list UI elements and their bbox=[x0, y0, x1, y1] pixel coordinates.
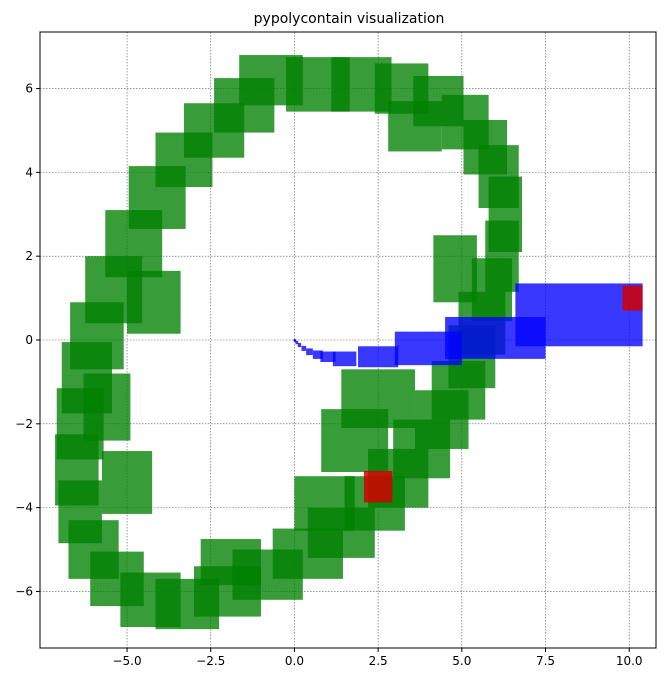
y-tick-label: 0 bbox=[25, 333, 33, 347]
y-tick-label: −6 bbox=[15, 584, 33, 598]
green-box bbox=[321, 409, 389, 472]
x-axis: −5.0 −2.5 0.0 2.5 5.0 7.5 10.0 bbox=[112, 648, 643, 668]
blue-box bbox=[295, 340, 299, 345]
red-box bbox=[363, 470, 393, 503]
y-tick-label: −4 bbox=[15, 501, 33, 515]
red-box-series bbox=[363, 285, 643, 503]
blue-box bbox=[312, 350, 323, 359]
green-box bbox=[214, 78, 275, 133]
green-box bbox=[83, 373, 131, 441]
y-tick-label: 6 bbox=[25, 82, 33, 96]
blue-box bbox=[293, 338, 296, 342]
blue-box bbox=[358, 346, 399, 368]
green-box bbox=[127, 270, 181, 334]
green-box bbox=[294, 476, 355, 531]
green-box-series bbox=[55, 55, 523, 630]
x-tick-label: −5.0 bbox=[112, 654, 141, 668]
y-tick-label: 4 bbox=[25, 165, 33, 179]
blue-box bbox=[320, 351, 336, 362]
blue-box bbox=[297, 342, 302, 348]
green-box bbox=[433, 235, 477, 303]
blue-box-series bbox=[293, 283, 643, 368]
x-tick-label: 7.5 bbox=[536, 654, 555, 668]
blue-box bbox=[394, 331, 462, 366]
y-axis: −6 −4 −2 0 2 4 6 bbox=[15, 82, 40, 598]
x-tick-label: −2.5 bbox=[196, 654, 225, 668]
x-tick-label: 0.0 bbox=[285, 654, 304, 668]
x-tick-label: 10.0 bbox=[616, 654, 643, 668]
blue-box bbox=[306, 348, 313, 356]
blue-box bbox=[301, 345, 307, 351]
x-tick-label: 5.0 bbox=[452, 654, 471, 668]
red-box bbox=[622, 285, 643, 311]
x-tick-label: 2.5 bbox=[369, 654, 388, 668]
chart-marks bbox=[55, 55, 643, 630]
green-box bbox=[388, 101, 442, 152]
green-box bbox=[101, 451, 153, 514]
y-tick-label: −2 bbox=[15, 417, 33, 431]
green-box bbox=[200, 539, 261, 586]
chart-title: pypolycontain visualization bbox=[254, 11, 445, 27]
y-tick-label: 2 bbox=[25, 249, 33, 263]
blue-box bbox=[332, 351, 357, 367]
